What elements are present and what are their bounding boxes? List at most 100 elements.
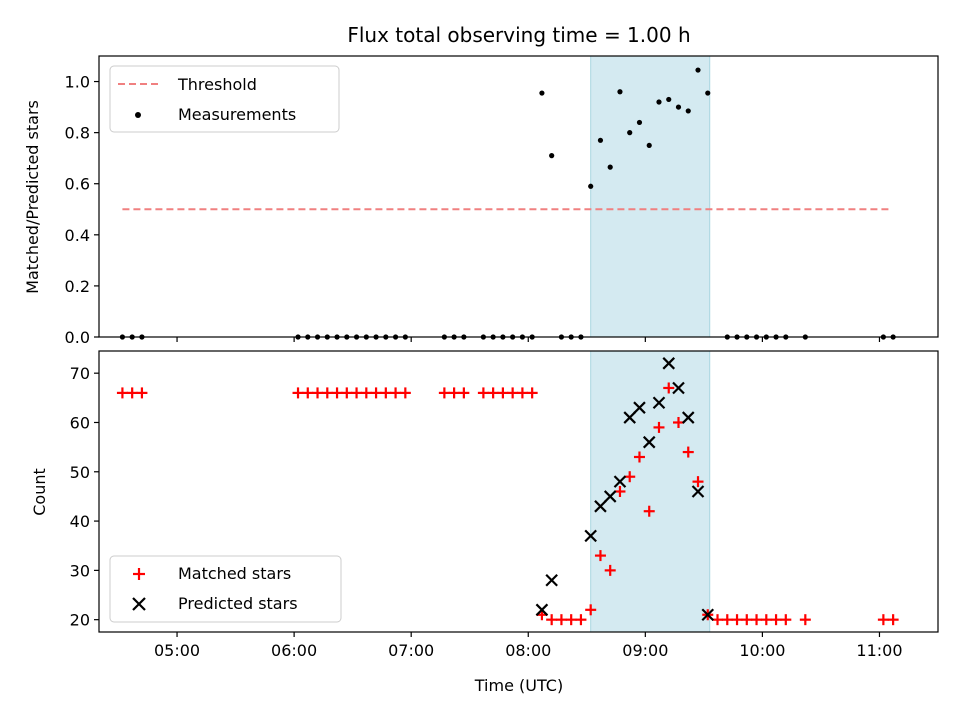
measurement-point xyxy=(636,119,643,126)
matched-star-point xyxy=(399,387,411,399)
legend-predicted-swatch xyxy=(132,597,146,611)
measurement-point xyxy=(675,104,682,110)
legend-measurements-label: Measurements xyxy=(178,105,296,124)
matched-star-point xyxy=(370,387,382,399)
matched-star-point xyxy=(351,387,363,399)
bottom-panel: 20 30 40 50 60 70 05:00 06:00 07:00 08:00 09:00 10:… xyxy=(30,350,939,695)
x-tick-label: 09:00 xyxy=(622,641,668,660)
x-tick-label: 07:00 xyxy=(388,641,434,660)
matched-star-point xyxy=(321,387,333,399)
measurement-point xyxy=(646,142,652,149)
matched-star-point xyxy=(760,614,772,626)
predicted-star-point xyxy=(681,411,695,424)
measurement-point xyxy=(627,130,633,136)
count-points xyxy=(116,357,899,626)
matched-star-point xyxy=(712,614,724,626)
x-tick-label: 06:00 xyxy=(271,641,317,660)
highlight-span xyxy=(590,350,711,633)
matched-star-point xyxy=(546,614,558,626)
matched-star-point xyxy=(731,614,743,626)
legend-matched-swatch xyxy=(133,568,145,580)
measurement-point xyxy=(666,96,672,103)
matched-star-point xyxy=(516,387,528,399)
x-tick-label: 08:00 xyxy=(505,641,551,660)
matched-star-point xyxy=(741,614,753,626)
measurement-point xyxy=(549,153,555,159)
measurement-point xyxy=(607,164,613,170)
matched-star-point xyxy=(624,471,636,483)
x-tick-label: 11:00 xyxy=(856,641,902,660)
matched-star-point xyxy=(751,614,763,626)
matched-star-point xyxy=(780,614,792,626)
predicted-star-point xyxy=(672,381,685,395)
matched-star-point xyxy=(575,614,587,626)
highlight-span-rect xyxy=(590,350,711,633)
matched-star-point xyxy=(341,387,353,399)
matched-star-point xyxy=(116,387,128,399)
matched-star-point xyxy=(507,387,519,399)
matched-star-point xyxy=(438,387,450,399)
matched-star-point xyxy=(770,614,782,626)
y-tick-label: 0.4 xyxy=(65,226,90,245)
measurement-point xyxy=(705,90,711,96)
matched-star-point xyxy=(477,387,489,399)
y-tick-label: 0.0 xyxy=(65,328,90,347)
predicted-star-point xyxy=(633,401,646,414)
predicted-star-point xyxy=(535,603,549,617)
y-tick-label: 30 xyxy=(70,561,90,580)
x-tick-label: 05:00 xyxy=(154,641,200,660)
matched-star-point xyxy=(292,387,304,399)
matched-star-point xyxy=(126,387,138,399)
top-legend-box xyxy=(109,65,340,133)
predicted-star-point xyxy=(584,529,597,543)
y-tick-label: 0.8 xyxy=(65,124,90,143)
matched-star-point xyxy=(643,505,655,517)
matched-star-point xyxy=(799,614,811,626)
top-axis-ticks: 0.0 0.2 0.4 0.6 0.8 1.0 xyxy=(65,73,881,347)
y-tick-label: 40 xyxy=(70,512,90,531)
legend-measurements-swatch xyxy=(135,112,141,118)
matched-star-point xyxy=(526,387,538,399)
predicted-star-point xyxy=(613,475,627,488)
x-tick-label: 10:00 xyxy=(739,641,785,660)
matched-star-point xyxy=(614,486,626,497)
matched-star-point xyxy=(487,387,499,399)
measurement-point xyxy=(588,183,594,189)
bottom-legend: Matched stars Predicted stars xyxy=(109,555,342,623)
matched-star-point xyxy=(458,387,470,399)
matched-star-point xyxy=(390,387,402,399)
highlight-span xyxy=(590,55,711,338)
measurement-point xyxy=(656,99,662,105)
predicted-star-point xyxy=(691,485,705,498)
measurement-point xyxy=(695,67,701,73)
predicted-star-point xyxy=(642,435,656,449)
matched-star-point xyxy=(887,614,899,626)
measurement-point xyxy=(685,108,691,114)
predicted-star-point xyxy=(652,396,666,410)
matched-star-point xyxy=(692,476,704,488)
chart-title: Flux total observing time = 1.00 h xyxy=(347,23,690,47)
y-tick-label: 20 xyxy=(70,611,90,630)
bottom-legend-box xyxy=(109,555,342,623)
matched-star-point xyxy=(633,451,645,463)
measurement-point xyxy=(539,90,545,96)
predicted-star-point xyxy=(701,608,715,622)
y-tick-label: 50 xyxy=(70,463,90,482)
matched-star-point xyxy=(555,614,567,626)
matched-star-point xyxy=(721,614,733,626)
matched-star-point xyxy=(380,387,392,399)
x-axis-label: Time (UTC) xyxy=(474,676,563,695)
top-y-axis-label: Matched/Predicted stars xyxy=(23,100,42,294)
matched-star-point xyxy=(331,387,343,399)
y-tick-label: 70 xyxy=(70,364,90,383)
matched-star-point xyxy=(136,387,148,399)
predicted-star-point xyxy=(545,573,558,587)
predicted-star-point xyxy=(594,500,607,513)
matched-star-point xyxy=(312,387,324,399)
matched-star-point xyxy=(672,416,684,428)
matched-star-point xyxy=(594,550,606,562)
matched-star-point xyxy=(682,446,694,458)
matched-star-point xyxy=(653,421,665,433)
matched-star-point xyxy=(663,382,675,394)
